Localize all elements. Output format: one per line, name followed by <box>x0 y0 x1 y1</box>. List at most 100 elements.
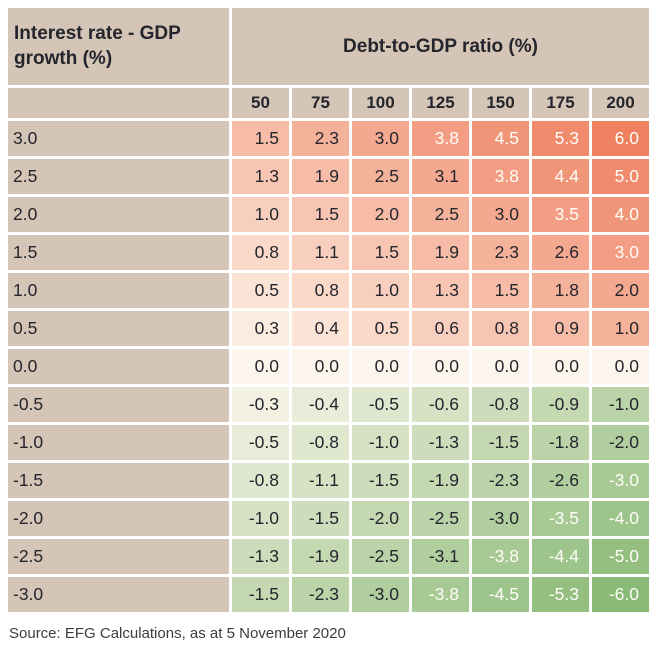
column-header-175: 175 <box>532 88 589 118</box>
value-cell: 0.8 <box>232 235 289 270</box>
value-cell: -3.1 <box>412 539 469 574</box>
value-cell: -1.0 <box>592 387 649 422</box>
row-label-2.5: 2.5 <box>8 159 229 194</box>
value-cell: 1.3 <box>412 273 469 308</box>
value-cell: -2.3 <box>472 463 529 498</box>
column-header-125: 125 <box>412 88 469 118</box>
value-cell: 5.3 <box>532 121 589 156</box>
value-cell: -1.9 <box>292 539 349 574</box>
value-cell: -6.0 <box>592 577 649 612</box>
value-cell: 3.8 <box>412 121 469 156</box>
row-axis-header: Interest rate - GDP growth (%) <box>8 8 229 85</box>
column-header-100: 100 <box>352 88 409 118</box>
value-cell: 2.5 <box>352 159 409 194</box>
value-cell: 1.5 <box>292 197 349 232</box>
value-cell: -2.5 <box>412 501 469 536</box>
value-cell: 4.0 <box>592 197 649 232</box>
value-cell: 0.0 <box>532 349 589 384</box>
row-label-1.5: 1.5 <box>8 235 229 270</box>
value-cell: 2.6 <box>532 235 589 270</box>
value-cell: -3.8 <box>412 577 469 612</box>
value-cell: 0.5 <box>352 311 409 346</box>
value-cell: 0.3 <box>232 311 289 346</box>
value-cell: -3.5 <box>532 501 589 536</box>
value-cell: 2.3 <box>292 121 349 156</box>
row-label--3.0: -3.0 <box>8 577 229 612</box>
value-cell: -1.3 <box>412 425 469 460</box>
value-cell: 1.9 <box>292 159 349 194</box>
row-label-2.0: 2.0 <box>8 197 229 232</box>
value-cell: 0.8 <box>472 311 529 346</box>
column-axis-header: Debt-to-GDP ratio (%) <box>232 8 649 85</box>
value-cell: 0.6 <box>412 311 469 346</box>
value-cell: 3.1 <box>412 159 469 194</box>
value-cell: 4.5 <box>472 121 529 156</box>
value-cell: -2.0 <box>352 501 409 536</box>
value-cell: -0.5 <box>352 387 409 422</box>
value-cell: -4.4 <box>532 539 589 574</box>
value-cell: 3.5 <box>532 197 589 232</box>
value-cell: -0.8 <box>232 463 289 498</box>
value-cell: -1.5 <box>292 501 349 536</box>
value-cell: 0.0 <box>232 349 289 384</box>
value-cell: 4.4 <box>532 159 589 194</box>
value-cell: -2.3 <box>292 577 349 612</box>
row-label-0.5: 0.5 <box>8 311 229 346</box>
value-cell: 0.0 <box>472 349 529 384</box>
value-cell: 1.5 <box>472 273 529 308</box>
value-cell: 0.0 <box>592 349 649 384</box>
column-header-50: 50 <box>232 88 289 118</box>
heatmap-table: Interest rate - GDP growth (%) Debt-to-G… <box>8 8 649 612</box>
row-label-3.0: 3.0 <box>8 121 229 156</box>
column-header-200: 200 <box>592 88 649 118</box>
value-cell: -0.6 <box>412 387 469 422</box>
value-cell: -5.0 <box>592 539 649 574</box>
value-cell: -2.0 <box>592 425 649 460</box>
value-cell: 1.0 <box>592 311 649 346</box>
value-cell: 1.1 <box>292 235 349 270</box>
value-cell: 0.8 <box>292 273 349 308</box>
value-cell: 1.3 <box>232 159 289 194</box>
value-cell: 0.5 <box>232 273 289 308</box>
value-cell: 0.0 <box>292 349 349 384</box>
row-label--2.5: -2.5 <box>8 539 229 574</box>
value-cell: -0.8 <box>472 387 529 422</box>
value-cell: -2.6 <box>532 463 589 498</box>
value-cell: -3.0 <box>592 463 649 498</box>
value-cell: -1.3 <box>232 539 289 574</box>
corner-spacer-cell <box>8 88 229 118</box>
value-cell: 1.0 <box>232 197 289 232</box>
column-header-75: 75 <box>292 88 349 118</box>
value-cell: 3.8 <box>472 159 529 194</box>
value-cell: -1.5 <box>232 577 289 612</box>
value-cell: 1.0 <box>352 273 409 308</box>
value-cell: 1.5 <box>352 235 409 270</box>
value-cell: -1.5 <box>352 463 409 498</box>
value-cell: 1.9 <box>412 235 469 270</box>
value-cell: 0.9 <box>532 311 589 346</box>
value-cell: -4.5 <box>472 577 529 612</box>
value-cell: -0.5 <box>232 425 289 460</box>
value-cell: 0.4 <box>292 311 349 346</box>
row-label--1.0: -1.0 <box>8 425 229 460</box>
row-label--0.5: -0.5 <box>8 387 229 422</box>
value-cell: -0.4 <box>292 387 349 422</box>
value-cell: -1.0 <box>352 425 409 460</box>
value-cell: -3.0 <box>352 577 409 612</box>
value-cell: -4.0 <box>592 501 649 536</box>
value-cell: -0.9 <box>532 387 589 422</box>
row-label--1.5: -1.5 <box>8 463 229 498</box>
value-cell: -2.5 <box>352 539 409 574</box>
value-cell: -1.5 <box>472 425 529 460</box>
value-cell: 0.0 <box>352 349 409 384</box>
value-cell: 2.0 <box>592 273 649 308</box>
value-cell: 1.8 <box>532 273 589 308</box>
value-cell: -1.9 <box>412 463 469 498</box>
value-cell: -0.3 <box>232 387 289 422</box>
column-header-150: 150 <box>472 88 529 118</box>
value-cell: -5.3 <box>532 577 589 612</box>
value-cell: 0.0 <box>412 349 469 384</box>
value-cell: -3.0 <box>472 501 529 536</box>
source-note: Source: EFG Calculations, as at 5 Novemb… <box>9 625 346 642</box>
row-label-0.0: 0.0 <box>8 349 229 384</box>
